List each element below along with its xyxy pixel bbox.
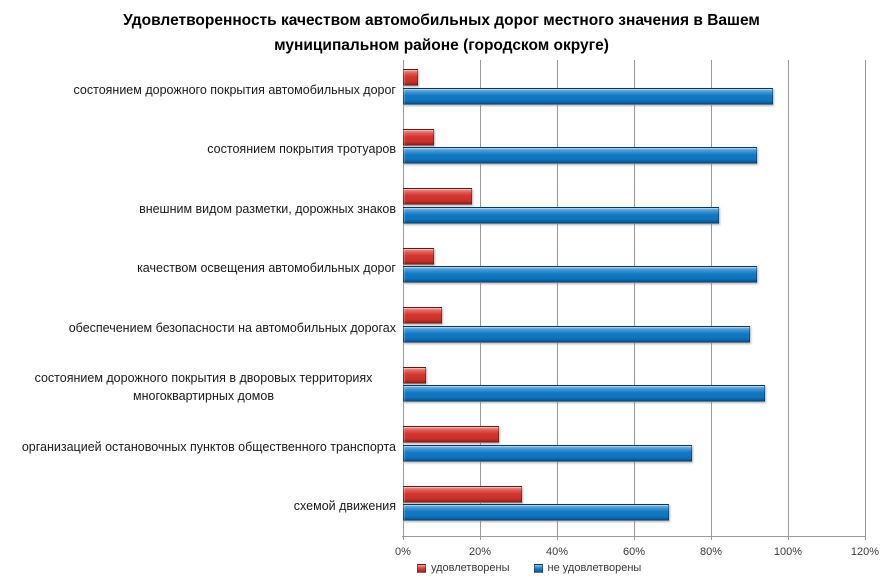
bar-unsatisfied	[403, 266, 758, 283]
bar-satisfied	[403, 69, 419, 86]
bar-satisfied	[403, 307, 442, 324]
legend-item: удовлетворены	[417, 562, 510, 574]
bar-satisfied	[403, 366, 427, 384]
legend-item: не удовлетворены	[533, 562, 642, 574]
category-label-cell: схемой движения	[0, 477, 396, 537]
legend-swatch	[417, 563, 426, 573]
bar-unsatisfied	[403, 385, 765, 402]
x-tick-label: 120%	[850, 546, 880, 558]
category-label: схемой движения	[293, 499, 396, 514]
category-axis: состоянием дорожного покрытия автомобиль…	[0, 60, 396, 536]
x-tick-label: 0%	[395, 546, 411, 558]
category-label: состоянием дорожного покрытия автомобиль…	[73, 82, 396, 97]
gridline	[557, 60, 558, 540]
category-label: состоянием дорожного покрытия в дворовых…	[34, 371, 373, 404]
category-label: качеством освещения автомобильных дорог	[137, 261, 396, 276]
category-label-cell: качеством освещения автомобильных дорог	[0, 239, 396, 299]
category-label: обеспечением безопасности на автомобильн…	[68, 320, 396, 335]
category-label: состоянием покрытия тротуаров	[207, 142, 396, 157]
chart-title: Удовлетворенность качеством автомобильны…	[123, 12, 760, 54]
x-tick-label: 60%	[622, 546, 646, 558]
gridline	[865, 60, 866, 540]
bar-unsatisfied	[403, 87, 773, 105]
legend: удовлетворены не удовлетворены	[417, 562, 641, 574]
bar-unsatisfied	[403, 444, 692, 462]
gridline	[711, 60, 712, 540]
gridline	[403, 60, 404, 540]
bar-satisfied	[403, 247, 434, 265]
legend-label: не удовлетворены	[547, 562, 642, 574]
x-tick-label: 40%	[545, 546, 569, 558]
category-label-cell: внешним видом разметки, дорожных знаков	[0, 179, 396, 239]
bar-satisfied	[403, 426, 500, 443]
gridline	[788, 60, 789, 540]
gridline	[634, 60, 635, 540]
category-label-cell: состоянием дорожного покрытия в дворовых…	[0, 358, 396, 418]
bar-satisfied	[403, 128, 434, 146]
x-tick-label: 80%	[699, 546, 723, 558]
bar-unsatisfied	[403, 504, 669, 521]
bar-satisfied	[403, 485, 523, 503]
category-label-cell: обеспечением безопасности на автомобильн…	[0, 298, 396, 358]
bar-satisfied	[403, 188, 473, 205]
legend-label: удовлетворены	[431, 562, 510, 574]
bar-unsatisfied	[403, 325, 750, 343]
bar-unsatisfied	[403, 206, 719, 224]
x-axis-line	[402, 536, 866, 537]
x-tick-label: 20%	[468, 546, 492, 558]
category-label-cell: организацией остановочных пунктов общест…	[0, 417, 396, 477]
category-label-cell: состоянием дорожного покрытия автомобиль…	[0, 60, 396, 120]
category-label: организацией остановочных пунктов общест…	[21, 439, 396, 454]
bar-unsatisfied	[403, 147, 758, 164]
x-tick-label: 100%	[773, 546, 803, 558]
legend-swatch	[533, 563, 543, 573]
category-label-cell: состоянием покрытия тротуаров	[0, 120, 396, 180]
category-label: внешним видом разметки, дорожных знаков	[139, 201, 396, 216]
gridline	[480, 60, 481, 540]
plot-area	[403, 60, 866, 540]
